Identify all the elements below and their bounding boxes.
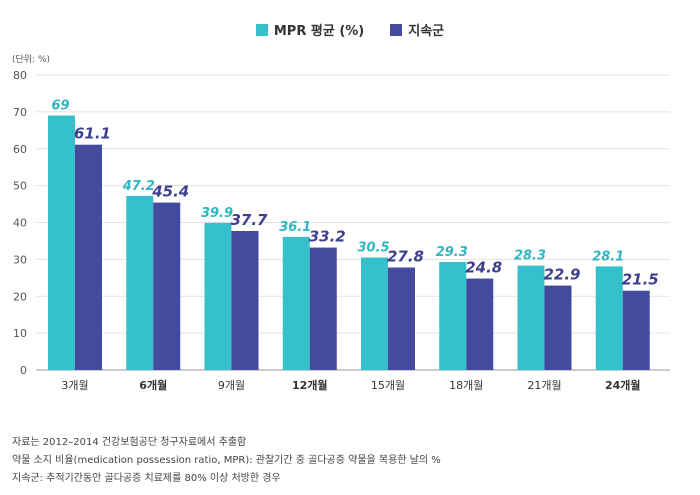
bar-persistent-1 — [153, 202, 181, 370]
bar-mpr-2 — [204, 222, 232, 370]
data-label-mpr-3: 36.1 — [279, 220, 311, 235]
footnotes: 자료는 2012–2014 건강보험공단 청구자료에서 추출함 약물 소지 비율… — [12, 434, 441, 488]
legend-swatch-mpr — [255, 23, 268, 36]
y-tick-label-60: 60 — [13, 143, 27, 156]
y-tick-label-30: 30 — [13, 253, 27, 266]
chart-legend: MPR 평균 (%) 지속군 — [0, 20, 700, 39]
bar-persistent-2 — [231, 230, 259, 370]
legend-item-persistent: 지속군 — [390, 20, 444, 39]
bar-mpr-0 — [48, 115, 75, 370]
x-tick-label-0: 3개월 — [61, 379, 88, 392]
bar-persistent-3 — [309, 247, 337, 370]
data-label-mpr-0: 69 — [51, 99, 69, 114]
y-tick-label-70: 70 — [13, 106, 27, 119]
data-label-persistent-4: 27.8 — [387, 247, 424, 265]
x-tick-label-5: 18개월 — [449, 379, 483, 392]
y-tick-label-20: 20 — [13, 290, 27, 303]
x-tick-label-3: 12개월 — [292, 378, 328, 392]
footnote-persistent-definition: 지속군: 추적기간동안 골다공증 치료제를 80% 이상 처방한 경우 — [12, 473, 281, 484]
y-tick-label-40: 40 — [13, 217, 27, 230]
y-tick-label-80: 80 — [13, 69, 27, 82]
bar-mpr-3 — [282, 236, 310, 370]
data-label-persistent-1: 45.4 — [151, 183, 189, 201]
bar-mpr-7 — [595, 266, 623, 370]
x-tick-label-2: 9개월 — [218, 379, 245, 392]
bar-persistent-4 — [388, 267, 415, 370]
data-label-mpr-6: 28.3 — [514, 249, 546, 264]
data-label-persistent-3: 33.2 — [309, 228, 346, 246]
data-label-persistent-0: 61.1 — [74, 125, 111, 143]
bar-persistent-5 — [466, 278, 494, 370]
bar-mpr-4 — [361, 257, 388, 370]
data-label-mpr-5: 29.3 — [436, 245, 468, 260]
data-label-mpr-1: 47.2 — [122, 179, 155, 194]
footnote-source: 자료는 2012–2014 건강보험공단 청구자료에서 추출함 — [12, 437, 247, 448]
data-label-mpr-7: 28.1 — [592, 249, 624, 264]
x-tick-label-7: 24개월 — [605, 378, 641, 392]
data-label-mpr-2: 39.9 — [201, 206, 233, 221]
bar-mpr-6 — [517, 265, 545, 370]
data-label-persistent-5: 24.8 — [465, 259, 502, 277]
y-tick-label-0: 0 — [20, 364, 27, 377]
legend-label-persistent: 지속군 — [408, 24, 445, 39]
bar-chart: 0 10 20 30 40 50 60 70 80 69 61.1 3개월 47.245.4 6개월 39.… — [13, 69, 670, 392]
x-tick-label-1: 6개월 — [139, 378, 167, 392]
y-tick-label-50: 50 — [13, 180, 27, 193]
data-label-mpr-4: 30.5 — [357, 241, 389, 256]
unit-label: (단위: %) — [12, 55, 51, 65]
footnote-mpr-definition: 약물 소지 비율(medication possession ratio, MP… — [12, 455, 441, 466]
bar-persistent-6 — [544, 285, 572, 370]
x-tick-label-4: 15개월 — [371, 379, 405, 392]
bar-persistent-0 — [75, 144, 102, 370]
bar-persistent-7 — [622, 290, 650, 370]
data-label-persistent-2: 37.7 — [230, 211, 268, 229]
legend-label-mpr: MPR 평균 (%) — [273, 24, 365, 39]
data-label-persistent-6: 22.9 — [543, 266, 580, 284]
y-tick-label-10: 10 — [13, 327, 27, 340]
legend-item-mpr: MPR 평균 (%) — [255, 20, 365, 39]
legend-swatch-persistent — [390, 23, 403, 36]
bar-mpr-1 — [126, 195, 154, 370]
data-label-persistent-7: 21.5 — [622, 271, 659, 289]
bar-mpr-5 — [439, 261, 467, 370]
x-tick-label-6: 21개월 — [527, 379, 561, 392]
